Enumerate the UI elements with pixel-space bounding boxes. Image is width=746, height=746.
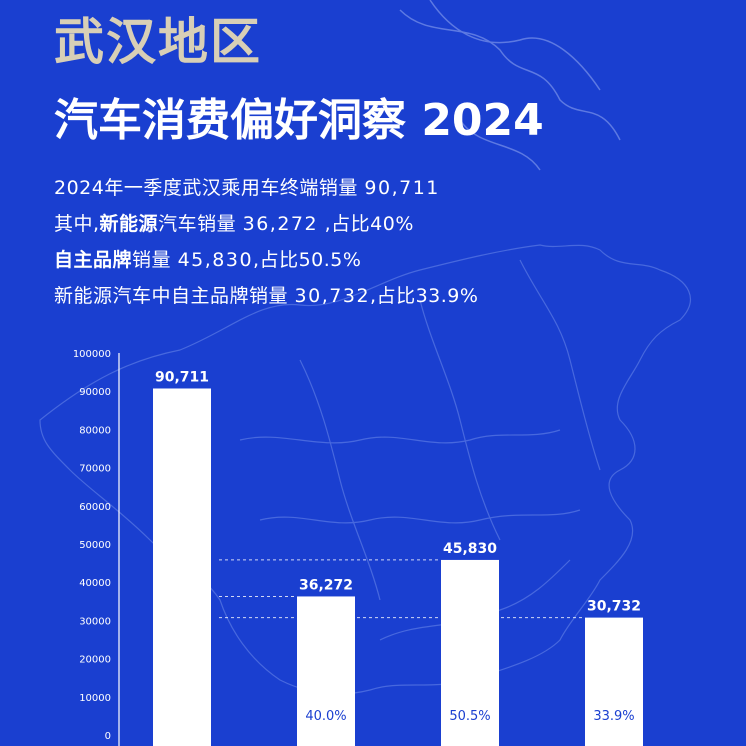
stat-total-value: 90,711 xyxy=(364,177,440,199)
stat-nev-bold: 新能源 xyxy=(99,213,159,235)
y-tick-label: 10000 xyxy=(79,693,111,704)
y-tick-label: 40000 xyxy=(79,578,111,589)
title-line-1: 武汉地区 xyxy=(54,13,262,71)
stat-total-text: 2024年一季度武汉乘用车终端销量 xyxy=(54,177,365,199)
stat-nev-text: 汽车销量 xyxy=(158,213,243,235)
stat-nev-suffix: ,占比40% xyxy=(318,213,414,235)
y-tick-label: 20000 xyxy=(79,655,111,666)
stat-total-sales: 2024年一季度武汉乘用车终端销量 90,711 xyxy=(54,170,478,206)
title-line-2: 汽车消费偏好洞察 2024 xyxy=(54,95,544,146)
stat-nev-domestic-value: 30,732 xyxy=(294,285,371,307)
y-tick-label: 50000 xyxy=(79,540,111,551)
bar-data-label: 30,732 xyxy=(587,599,641,615)
y-tick-label: 30000 xyxy=(79,616,111,627)
stat-domestic-bold: 自主品牌 xyxy=(54,249,133,271)
bar xyxy=(441,559,499,746)
bars: 90,711 36,272 40.0% 45,830 50.5% 30,732 33.9% xyxy=(153,369,643,746)
reference-lines xyxy=(219,559,585,619)
stat-nev-sales: 其中,新能源汽车销量 36,272 ,占比40% xyxy=(54,206,478,242)
stat-domestic-value: 45,830 xyxy=(177,249,254,271)
bar-data-label: 36,272 xyxy=(299,577,353,593)
bar xyxy=(585,617,643,746)
bar xyxy=(153,388,211,746)
stat-nev-prefix: 其中, xyxy=(54,213,100,235)
y-axis-ticks: 0 10000 20000 30000 40000 50000 60000 70000 8000… xyxy=(73,349,111,742)
y-tick-label: 70000 xyxy=(79,464,111,475)
bar-data-label: 45,830 xyxy=(443,541,497,557)
stat-nev-domestic-sales: 新能源汽车中自主品牌销量 30,732,占比33.9% xyxy=(54,278,478,314)
y-tick-label: 80000 xyxy=(79,425,111,436)
stat-nev-domestic-text: 新能源汽车中自主品牌销量 xyxy=(54,285,295,307)
bar-data-label: 90,711 xyxy=(155,369,209,385)
stats-block: 2024年一季度武汉乘用车终端销量 90,711 其中,新能源汽车销量 36,2… xyxy=(54,170,478,314)
stat-domestic-brand-sales: 自主品牌销量 45,830,占比50.5% xyxy=(54,242,478,278)
y-tick-label: 100000 xyxy=(73,349,111,360)
stat-domestic-suffix: ,占比50.5% xyxy=(253,249,362,271)
y-tick-label: 0 xyxy=(105,731,111,742)
y-tick-label: 60000 xyxy=(79,502,111,513)
y-tick-label: 90000 xyxy=(79,387,111,398)
bar-share-label: 33.9% xyxy=(593,709,634,724)
stat-domestic-text: 销量 xyxy=(132,249,178,271)
stat-nev-value: 36,272 xyxy=(242,213,319,235)
stat-nev-domestic-suffix: ,占比33.9% xyxy=(370,285,479,307)
bar xyxy=(297,596,355,746)
bar-share-label: 50.5% xyxy=(449,709,490,724)
bar-share-label: 40.0% xyxy=(305,709,346,724)
